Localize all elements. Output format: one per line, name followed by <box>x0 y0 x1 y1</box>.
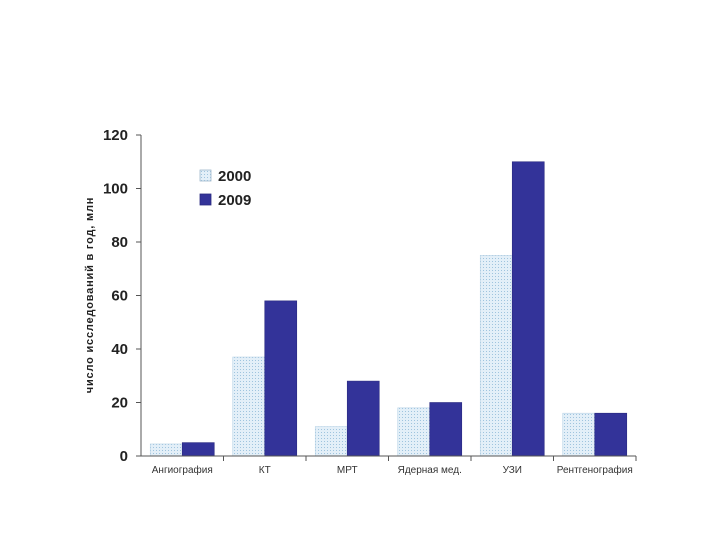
bar-2000-1 <box>232 356 266 457</box>
legend-label: 2000 <box>218 168 251 185</box>
x-axis: Ангиография КТ МРТ Ядерная мед. УЗИ Рентгеног… <box>141 455 637 476</box>
y-tick-label: 60 <box>111 288 128 305</box>
bar-2000-4 <box>479 255 513 457</box>
legend-swatch <box>199 169 212 182</box>
y-tick-label: 80 <box>111 234 128 251</box>
x-tick-label: КТ <box>259 465 271 476</box>
bar-2000-3 <box>397 407 431 457</box>
y-axis: 0 20 40 60 80 100 120 <box>103 127 142 465</box>
y-tick-label: 100 <box>103 181 128 198</box>
x-tick-label: УЗИ <box>503 465 522 476</box>
legend: 2000 2009 <box>199 168 251 209</box>
bar-2009-4 <box>511 161 545 457</box>
bar-2009-1 <box>264 300 298 457</box>
legend-label: 2009 <box>218 192 251 209</box>
x-tick-label: Ангиография <box>152 464 213 476</box>
y-axis-label: число исследований в год, млн <box>84 197 96 393</box>
y-tick-label: 120 <box>103 127 128 144</box>
bar-2000-0 <box>149 443 183 457</box>
bar-2000-5 <box>562 412 596 457</box>
bars <box>149 161 628 457</box>
x-tick-label: МРТ <box>337 465 358 476</box>
legend-swatch <box>199 193 212 206</box>
y-tick-label: 20 <box>111 395 128 412</box>
bar-2009-2 <box>346 380 380 457</box>
y-tick-label: 0 <box>120 448 128 465</box>
y-tick-label: 40 <box>111 341 128 358</box>
x-tick-label: Ядерная мед. <box>398 465 462 476</box>
x-tick-label: Рентгенография <box>557 464 633 476</box>
bar-2009-5 <box>594 412 628 457</box>
bar-2009-3 <box>429 402 463 457</box>
bar-2009-0 <box>181 442 215 457</box>
bar-2000-2 <box>314 426 348 457</box>
